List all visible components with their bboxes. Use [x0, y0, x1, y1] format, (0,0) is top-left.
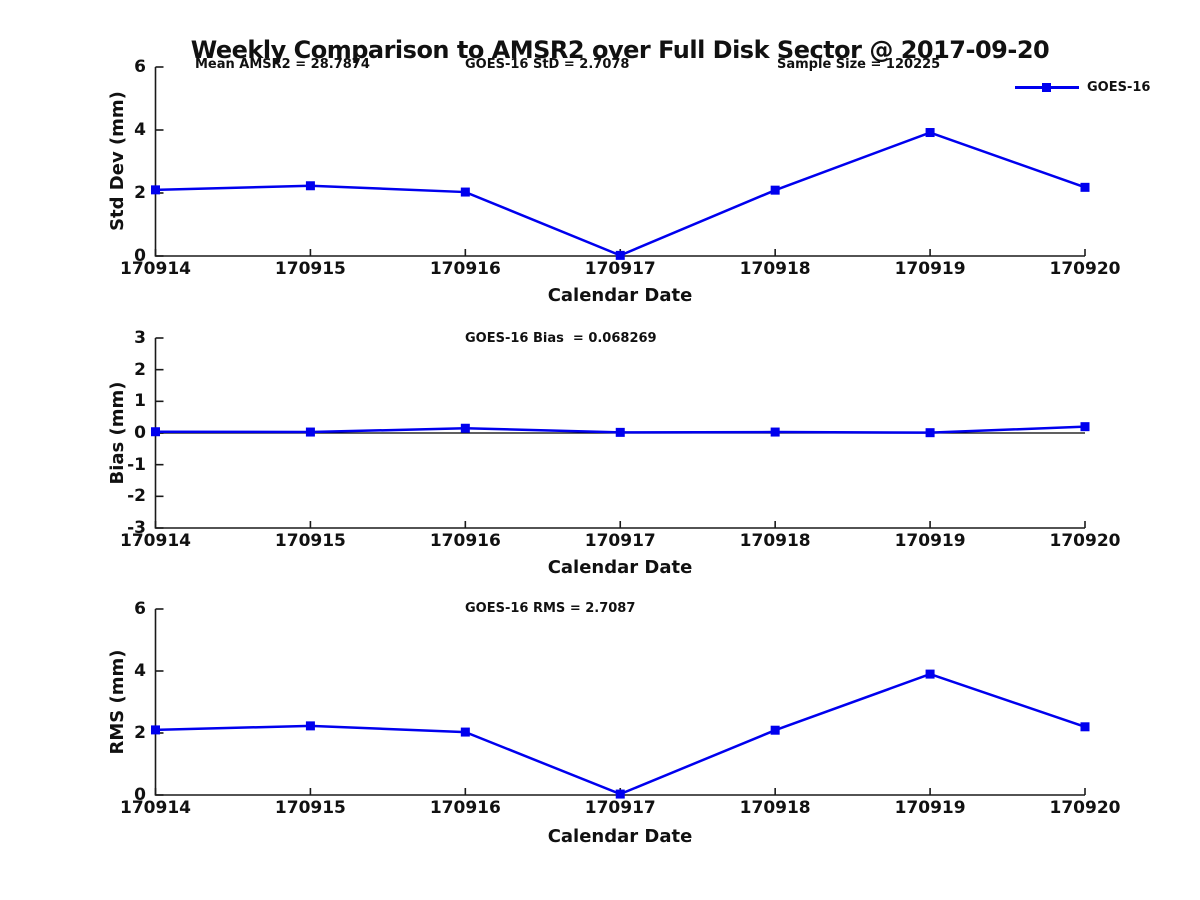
x-tick-label-rms: 170915 — [274, 798, 346, 818]
x-axis-label-bottom: Calendar Date — [547, 826, 693, 847]
x-tick-label-bias: 170918 — [739, 531, 811, 551]
series-marker-std-dev — [1080, 182, 1090, 192]
x-tick-label-rms: 170914 — [120, 798, 191, 818]
y-tick-label-bias: 1 — [134, 391, 146, 412]
axes-spines-rms — [154, 609, 1085, 796]
legend-label: GOES-16 — [1087, 80, 1151, 95]
series-marker-rms — [1080, 722, 1090, 732]
x-tick-label-bias: 170914 — [120, 531, 191, 551]
series-marker-rms — [770, 725, 780, 735]
x-tick-label-std-dev: 170914 — [120, 259, 191, 279]
y-tick-label-std-dev: 2 — [134, 183, 146, 203]
x-tick-label-rms: 170918 — [739, 798, 811, 818]
series-marker-rms — [151, 725, 160, 735]
y-tick-label-rms: 4 — [134, 661, 146, 681]
x-tick-label-rms: 170916 — [429, 798, 501, 818]
x-tick-label-bias: 170915 — [274, 531, 346, 551]
series-line-rms — [155, 672, 1086, 796]
x-tick-label-rms: 170919 — [894, 798, 966, 818]
axes-spines-std-dev — [154, 67, 1085, 257]
x-tick-label-bias: 170920 — [1049, 531, 1121, 551]
series-marker-bias — [305, 427, 315, 437]
series-marker-bias — [615, 427, 625, 437]
series-marker-bias — [460, 423, 470, 433]
y-tick-label-std-dev: 4 — [134, 120, 146, 140]
y-tick-label-rms: 2 — [134, 723, 146, 743]
series-marker-std-dev — [770, 185, 780, 195]
x-tick-label-bias: 170917 — [584, 531, 656, 551]
series-marker-bias — [770, 427, 780, 437]
x-axis-label-middle: Calendar Date — [547, 557, 693, 578]
x-tick-label-rms: 170917 — [584, 798, 656, 818]
series-line-std-dev — [155, 131, 1086, 257]
series-marker-rms — [460, 727, 470, 737]
x-tick-label-std-dev: 170917 — [584, 259, 656, 279]
figure-title: Weekly Comparison to AMSR2 over Full Dis… — [190, 36, 1050, 64]
series-marker-bias — [151, 427, 160, 437]
series-marker-bias — [925, 428, 935, 438]
x-tick-label-rms: 170920 — [1049, 798, 1121, 818]
series-marker-std-dev — [460, 187, 470, 197]
x-tick-label-bias: 170916 — [429, 531, 501, 551]
annotation-goes-std: GOES-16 StD = 2.7078 — [465, 57, 630, 72]
annotation-goes-rms: GOES-16 RMS = 2.7087 — [465, 601, 636, 616]
y-tick-label-rms: 6 — [134, 599, 146, 619]
annotation-goes-bias: GOES-16 Bias = 0.068269 — [465, 331, 657, 346]
x-tick-label-std-dev: 170915 — [274, 259, 346, 279]
legend-marker-icon — [1042, 83, 1051, 92]
y-tick-label-bias: 3 — [134, 328, 146, 348]
series-marker-rms — [925, 669, 935, 679]
y-tick-label-bias: -2 — [127, 486, 146, 507]
y-tick-label-bias: 0 — [134, 423, 146, 443]
series-marker-std-dev — [305, 181, 315, 191]
y-tick-label-rms: 0 — [134, 785, 146, 805]
y-tick-label-std-dev: 6 — [134, 57, 146, 77]
x-tick-label-std-dev: 170920 — [1049, 259, 1121, 279]
y-tick-label-bias: 2 — [134, 359, 146, 380]
legend: GOES-16 — [1015, 80, 1155, 96]
y-tick-label-std-dev: 0 — [134, 246, 146, 266]
x-axis-label-top: Calendar Date — [547, 285, 693, 306]
x-tick-label-std-dev: 170918 — [739, 259, 811, 279]
series-marker-std-dev — [151, 185, 160, 195]
y-tick-label-bias: -1 — [127, 454, 146, 475]
series-marker-std-dev — [925, 128, 935, 138]
annotation-sample-size: Sample Size = 120225 — [777, 57, 941, 72]
series-marker-bias — [1080, 422, 1090, 432]
series-marker-rms — [305, 721, 315, 731]
x-tick-label-bias: 170919 — [894, 531, 966, 551]
x-tick-label-std-dev: 170919 — [894, 259, 966, 279]
annotation-mean-amsr2: Mean AMSR2 = 28.7874 — [195, 57, 370, 72]
y-tick-label-bias: -3 — [127, 518, 146, 538]
x-tick-label-std-dev: 170916 — [429, 259, 501, 279]
series-marker-rms — [615, 789, 625, 799]
series-marker-std-dev — [615, 250, 625, 260]
